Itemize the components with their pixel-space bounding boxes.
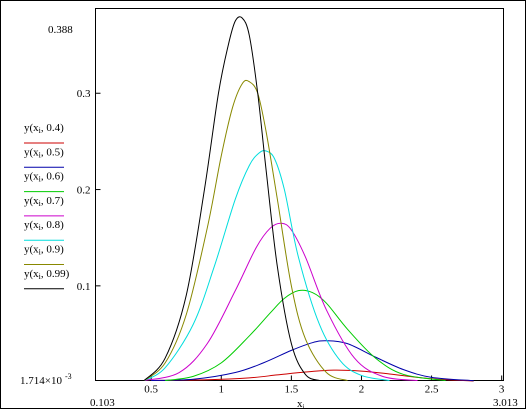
legend-label-part: y(x [24,244,39,256]
series-line-6 [143,79,348,381]
legend-label-part: , 0.6) [41,171,64,183]
plot-area [95,8,504,381]
curves-layer [143,16,474,382]
legend-label-part: y(x [24,219,39,231]
legend-label-part: y(x [24,122,39,134]
legend-label-part: y(x [24,268,39,280]
legend-label-part: i [39,175,42,184]
legend-label-part: y(x [24,171,39,183]
y-max-label: 0.388 [48,24,73,36]
x-tick-label: 2 [359,384,365,396]
legend-label-part: y(x [24,146,39,158]
legend-label: y(xi, 0.5) [24,146,64,159]
legend-entry: y(xi, 0.8) [24,219,64,241]
y-min-label: 1.714×10 -3 [20,372,72,387]
legend-entry: y(xi, 0.4) [24,122,64,144]
x-tick-label: 2.5 [425,384,439,396]
x-axis-title: xi [297,398,305,409]
series-line-3 [165,289,446,382]
legend-entry: y(xi, 0.99) [24,268,70,290]
x-min-label: 0.103 [90,397,115,409]
legend-label-part: i [39,248,42,257]
y-tick-label: 0.2 [77,185,91,197]
legend-label: y(xi, 0.9) [24,244,64,257]
y-min-exponent: -3 [65,372,72,381]
legend-entry: y(xi, 0.9) [24,244,64,265]
legend-label: y(xi, 0.6) [24,171,64,184]
x-tick-label: 0.5 [144,384,158,396]
legend-label-part: , 0.5) [41,146,64,158]
legend-label-part: , 0.4) [41,122,64,134]
series-line-5 [143,150,390,382]
legend-label-part: i [39,126,42,135]
legend-label-part: , 0.8) [41,219,64,231]
legend-label: y(xi, 0.99) [24,268,70,281]
y-min-mantissa: 1.714×10 [20,375,62,387]
legend-entry: y(xi, 0.6) [24,171,64,193]
legend-label-part: , 0.9) [41,244,64,256]
x-tick-label: 1 [219,384,225,396]
legend-label-part: i [39,150,42,159]
series-line-2 [151,340,474,382]
legend-label-part: y(x [24,195,39,207]
x-axis-title-sub: i [303,403,305,409]
x-tick-label: 3 [499,384,505,396]
legend-entry: y(xi, 0.5) [24,146,64,168]
legend-label: y(xi, 0.4) [24,122,64,135]
legend-label: y(xi, 0.7) [24,195,64,208]
series-line-7 [143,16,320,381]
legend-label-part: i [39,199,42,208]
legend-label-part: , 0.7) [41,195,64,207]
ticks-layer: 0.5 1 1.5 2 2.5 3 0.1 0.2 0.3 [77,88,505,395]
legend: y(xi, 0.4)y(xi, 0.5)y(xi, 0.6)y(xi, 0.7)… [24,122,70,290]
y-tick-label: 0.3 [77,88,91,100]
legend-label: y(xi, 0.8) [24,219,64,232]
y-tick-label: 0.1 [77,281,91,293]
legend-label-part: i [39,223,42,232]
legend-entry: y(xi, 0.7) [24,195,64,217]
legend-label-part: i [39,272,42,281]
x-axis-title-var: x [297,398,303,409]
x-max-label: 3.013 [493,397,518,409]
legend-label-part: , 0.99) [41,268,70,280]
x-tick-label: 1.5 [284,384,298,396]
